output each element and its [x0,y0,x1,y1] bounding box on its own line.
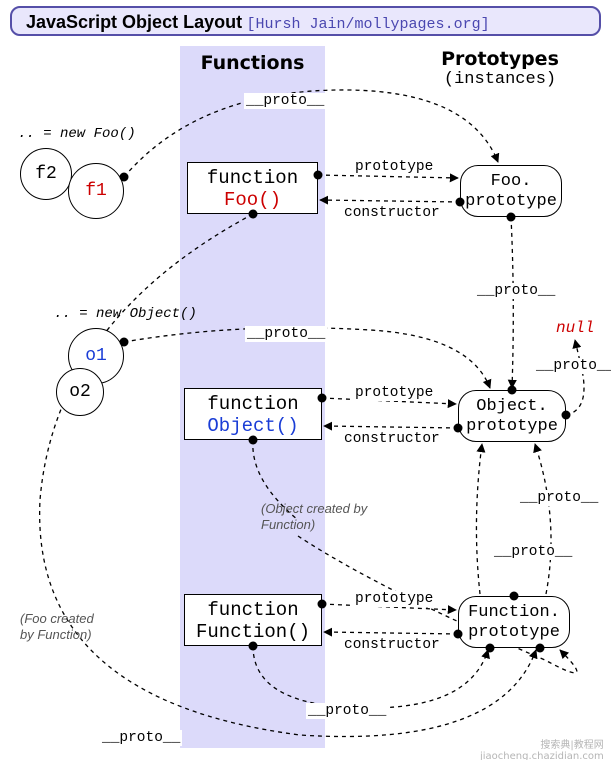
edge-fooP-to-objP [511,217,513,388]
function-keyword: function [185,599,321,621]
instance-o1-label: o1 [85,346,107,366]
function-function-name: Function() [185,621,321,643]
function-prototype-box: Function. prototype [458,596,570,648]
edge-objP-constructor [324,426,458,428]
functions-header: Functions [180,52,325,74]
diagram-root: { "canvas": { "width": 611, "height": 76… [0,0,611,760]
function-keyword: function [185,393,321,415]
object-prototype-l1: Object. [476,397,547,416]
foo-prototype-l2: prototype [465,192,557,211]
edge-label-f1_proto: __proto__ [244,93,326,109]
note-object-by-function: (Object created by Function) [261,501,367,534]
anchor-dot-f1-dot [120,173,129,182]
watermark-line: jiaocheng.chazidian.com [480,751,604,760]
new-object-label: .. = new Object() [54,306,197,322]
anchor-dot-fun-right [318,600,327,609]
anchor-dot-o1-dot [120,338,129,347]
edge-funP-to-objP-l [476,444,482,594]
anchor-dot-obj-bot [249,436,258,445]
anchor-dot-obj-right [318,394,327,403]
edge-label-obj_proto_fun: __proto__ [100,730,182,746]
edge-funP-constructor [324,632,458,634]
anchor-dot-objP-left [454,424,463,433]
edge-label-o1_proto: __proto__ [245,326,327,342]
anchor-dot-funP-botL [486,644,495,653]
instance-f2-label: f2 [35,164,57,184]
foo-prototype-box: Foo. prototype [460,165,562,217]
function-prototype-l1: Function. [468,603,560,622]
note-line: (Foo created [20,611,94,626]
edge-label-obj_prototype: prototype [353,385,435,401]
watermark: 搜索典|教程网 jiaocheng.chazidian.com [480,736,604,760]
prototypes-subheader: (instances) [420,70,580,89]
note-line: (Object created by [261,501,367,516]
function-function-box: function Function() [184,594,322,646]
edge-label-objP_proto_down: __proto__ [518,490,600,506]
prototypes-header: Prototypes [420,48,580,70]
edge-label-fooP_proto: __proto__ [475,283,557,299]
instance-f1: f1 [68,163,124,219]
instance-f2: f2 [20,148,72,200]
null-label: null [556,319,594,337]
edge-label-funcP_proto_up: __proto__ [492,544,574,560]
anchor-dot-funP-botR [536,644,545,653]
anchor-dot-foo-right [314,171,323,180]
anchor-dot-funP-top [510,592,519,601]
new-foo-label: .. = new Foo() [18,126,136,142]
function-object-name: Object() [185,415,321,437]
edge-label-fun_constructor: constructor [342,637,442,653]
function-object-box: function Object() [184,388,322,440]
edge-fun-proto-self [253,646,488,708]
title-main: JavaScript Object Layout [26,12,242,32]
anchor-dot-funP-left [454,630,463,639]
edge-objP-routeA [535,444,551,594]
foo-prototype-l1: Foo. [491,172,532,191]
edge-label-fun_prototype: prototype [353,591,435,607]
function-foo-box: function Foo() [187,162,318,214]
edge-label-foo_prototype: prototype [353,159,435,175]
title-box: JavaScript Object Layout [Hursh Jain/mol… [10,6,601,36]
function-prototype-l2: prototype [468,623,560,642]
function-foo-name: Foo() [188,189,317,211]
anchor-dot-foo-bot [249,210,258,219]
function-keyword: function [188,167,317,189]
edge-label-fun_proto_self: __proto__ [306,703,388,719]
edge-foo-created-by-func [40,214,536,737]
note-line: Function) [261,517,315,532]
edge-foo-prototype [318,175,458,178]
edge-fooP-constructor [320,200,460,202]
instance-o2: o2 [56,368,104,416]
note-foo-by-function: (Foo created by Function) [20,611,94,644]
note-line: by Function) [20,627,92,642]
watermark-line: 搜索典|教程网 [540,740,603,751]
anchor-dot-fooP-left [456,198,465,207]
object-prototype-box: Object. prototype [458,390,566,442]
edge-label-obj_constructor: constructor [342,431,442,447]
object-prototype-l2: prototype [466,417,558,436]
edge-label-foo_constructor: constructor [342,205,442,221]
edge-objP-to-null [566,340,584,415]
edge-label-objP_null: __proto__ [534,358,611,374]
title-attr: [Hursh Jain/mollypages.org] [247,16,490,33]
instance-o2-label: o2 [69,382,91,402]
instance-f1-label: f1 [85,181,107,201]
anchor-dot-objP-right [562,411,571,420]
anchor-dot-fooP-bot [507,213,516,222]
anchor-dot-objP-top [508,386,517,395]
anchor-dot-fun-bot [249,642,258,651]
